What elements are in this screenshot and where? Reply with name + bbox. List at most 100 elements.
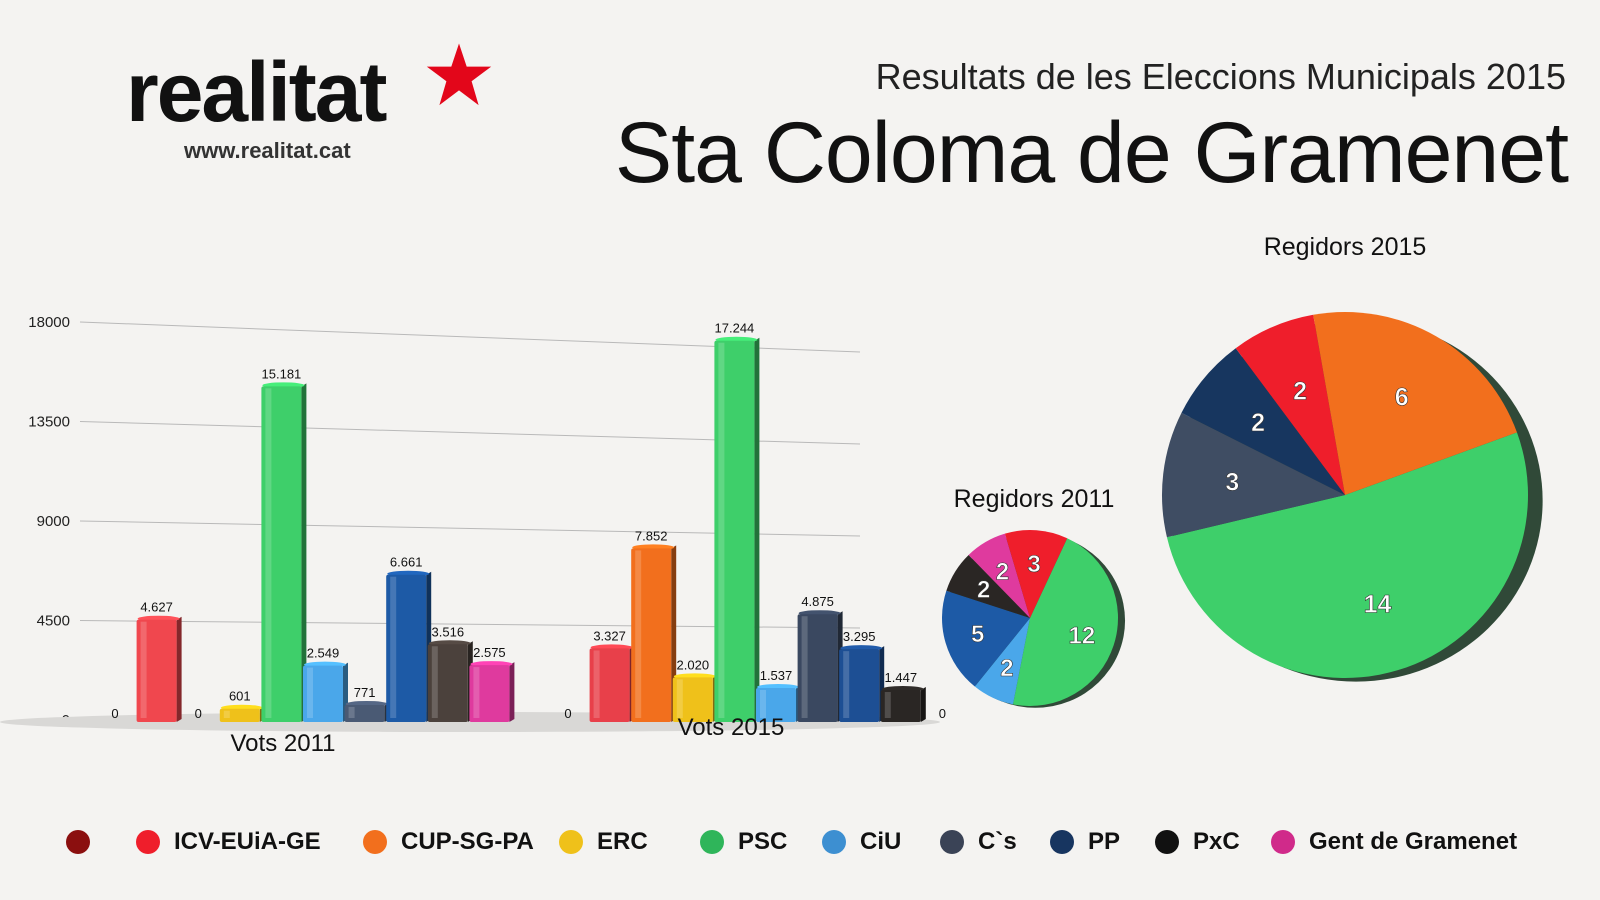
- pie-slice-ciu: [974, 618, 1030, 705]
- legend-swatch: [1271, 830, 1295, 854]
- bar-highlight: [473, 667, 480, 718]
- bar-value-label: 3.295: [843, 629, 876, 644]
- bar-side: [920, 687, 926, 722]
- bar-value-label: 15.181: [262, 366, 302, 381]
- legend-item: PP: [1050, 822, 1120, 862]
- bar-ciu: [303, 665, 343, 722]
- bar-erc: [672, 677, 713, 722]
- legend-swatch: [363, 830, 387, 854]
- bar-side: [301, 383, 307, 722]
- bar-pp: [386, 574, 427, 722]
- logo-url: www.realitat.cat: [184, 138, 351, 163]
- bar-gent-de-gramenet: [469, 665, 510, 722]
- bar-highlight: [718, 342, 725, 718]
- legend-item: ERC: [559, 822, 648, 862]
- legend-item: Gent de Gramenet: [1271, 822, 1517, 862]
- bar-value-label: 0: [939, 706, 946, 721]
- pie-slice-label: 2: [1251, 409, 1265, 437]
- logo-wordmark: realitat: [126, 45, 387, 139]
- legend-swatch: [822, 830, 846, 854]
- pie-slice-psc: [1012, 538, 1118, 706]
- pie-slice-pxc: [946, 554, 1030, 618]
- pie-slice-pp: [942, 590, 1030, 687]
- pie-slice-icv-euia-ge: [1235, 314, 1345, 495]
- bar-pxc: [880, 690, 921, 722]
- pie-slice-label: 2: [977, 577, 990, 604]
- pie-slice-gent-de-gramenet: [968, 533, 1030, 618]
- legend-label: PP: [1088, 828, 1121, 855]
- legend-item: CUP-SG-PA: [363, 822, 534, 862]
- bar-side: [176, 616, 182, 722]
- bar-value-label: 6.661: [390, 555, 423, 570]
- legend-swatch: [136, 830, 160, 854]
- bar-cup-sg-pa: [631, 548, 672, 722]
- bar-value-label: 2.575: [473, 645, 506, 660]
- bar-erc: [219, 708, 260, 722]
- pie-slice-cup-sg-pa: [1313, 312, 1517, 495]
- bar-highlight: [265, 388, 272, 718]
- legend-swatch: [66, 830, 90, 854]
- bar-pp: [839, 649, 880, 722]
- pie-slice-label: 5: [971, 621, 984, 648]
- legend-item: ICV-EUiA-GE: [136, 822, 321, 862]
- bar-highlight: [884, 692, 891, 718]
- pie-slice-pp: [1181, 348, 1345, 495]
- pie-slice-label: 6: [1395, 383, 1409, 411]
- bar-psc: [261, 386, 302, 722]
- bar-highlight: [390, 576, 397, 718]
- pie-slice-label: 2: [1293, 378, 1307, 406]
- pie-slice-label: 14: [1364, 590, 1392, 618]
- bar-pxc: [427, 644, 468, 722]
- pie-slice-label: 12: [1069, 622, 1096, 649]
- legend-label: CUP-SG-PA: [401, 828, 534, 855]
- y-tick-label: 9000: [37, 513, 70, 530]
- bar-icv-euia-ge: [136, 619, 177, 722]
- bar-highlight: [593, 650, 600, 718]
- legend-item: CiU: [822, 822, 901, 862]
- bar-highlight: [801, 616, 808, 718]
- bar-value-label: 4.875: [801, 594, 834, 609]
- bar-psc: [714, 340, 755, 722]
- legend-swatch: [559, 830, 583, 854]
- legend-label: ICV-EUiA-GE: [174, 828, 321, 855]
- group-label: Vots 2011: [231, 730, 336, 757]
- legend-item: PSC: [700, 822, 787, 862]
- page-title: Sta Coloma de Gramenet: [614, 105, 1569, 201]
- regidors-2015-pie: 14 3 22 6 Regidors 2015: [1162, 233, 1543, 682]
- bar-value-label: 4.627: [140, 600, 173, 615]
- bar-value-label: 2.020: [677, 657, 710, 672]
- pie-slice-psc: [1166, 432, 1528, 678]
- legend-item: PxC: [1155, 822, 1240, 862]
- bar-c-s: [797, 614, 838, 722]
- chart-legend: ICV-EUiA-GE CUP-SG-PA ERC PSC CiU C`s PP PxC Gen…: [60, 822, 1560, 862]
- bar-value-label: 17.244: [715, 321, 755, 336]
- bar-highlight: [843, 651, 850, 718]
- bar-value-label: 7.852: [635, 528, 668, 543]
- votes-bar-chart: 0 4500 9000 13500 18000 0 4.627 0 601 15.181 2.549…: [0, 314, 946, 757]
- red-star-icon: [426, 43, 492, 106]
- y-tick-label: 18000: [28, 314, 70, 331]
- pie-title: Regidors 2011: [954, 485, 1115, 513]
- bar-highlight: [431, 646, 438, 718]
- legend-label: C`s: [978, 828, 1017, 855]
- y-tick-label: 4500: [37, 613, 70, 630]
- bar-value-label: 0: [564, 706, 571, 721]
- bar-highlight: [140, 621, 147, 718]
- bar-c-s: [344, 704, 385, 722]
- bar-value-label: 771: [354, 685, 376, 700]
- bar-value-label: 3.516: [432, 624, 465, 639]
- page-subtitle: Resultats de les Eleccions Municipals 20…: [875, 56, 1566, 97]
- legend-label: PSC: [738, 828, 788, 855]
- pie-slice-label: 3: [1027, 551, 1040, 578]
- realitat-logo: realitat www.realitat.cat: [126, 43, 526, 180]
- legend-label: Gent de Gramenet: [1309, 828, 1518, 855]
- bar-value-label: 0: [111, 706, 118, 721]
- bar-value-label: 0: [195, 706, 202, 721]
- bar-value-label: 2.549: [307, 646, 340, 661]
- bar-side: [754, 337, 760, 722]
- y-tick-label: 13500: [28, 414, 70, 431]
- legend-item: [66, 822, 90, 862]
- pie-slice-icv-euia-ge: [1004, 530, 1068, 618]
- bar-highlight: [348, 706, 355, 718]
